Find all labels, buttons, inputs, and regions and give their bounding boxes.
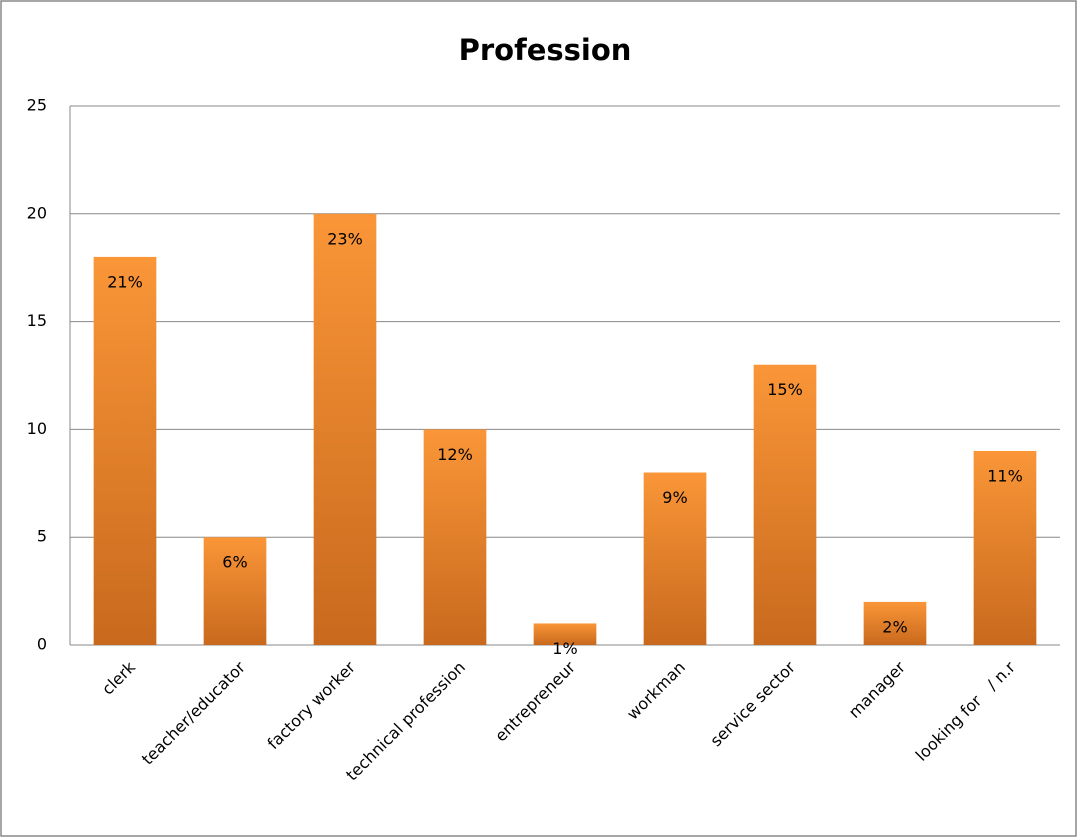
bar: [643, 472, 707, 645]
bar: [313, 213, 377, 646]
bar: [533, 623, 597, 645]
value-label: 12%: [437, 445, 473, 464]
bar: [973, 450, 1037, 645]
chart-title: Profession: [459, 33, 632, 67]
y-tick-label: 10: [27, 419, 47, 438]
value-label: 11%: [987, 466, 1023, 485]
value-label: 23%: [327, 229, 363, 248]
y-tick-label: 0: [37, 635, 47, 654]
value-label: 2%: [882, 617, 907, 636]
y-tick-label: 25: [27, 96, 47, 115]
y-tick-label: 5: [37, 527, 47, 546]
y-tick-label: 15: [27, 311, 47, 330]
bar: [203, 537, 267, 645]
bar: [753, 364, 817, 645]
value-label: 15%: [767, 380, 803, 399]
value-label: 21%: [107, 272, 143, 291]
y-tick-label: 20: [27, 203, 47, 222]
value-label: 9%: [662, 488, 687, 507]
bar: [423, 429, 487, 645]
bar: [93, 256, 157, 645]
bar: [863, 601, 927, 645]
value-label: 1%: [552, 639, 577, 658]
value-label: 6%: [222, 553, 247, 572]
